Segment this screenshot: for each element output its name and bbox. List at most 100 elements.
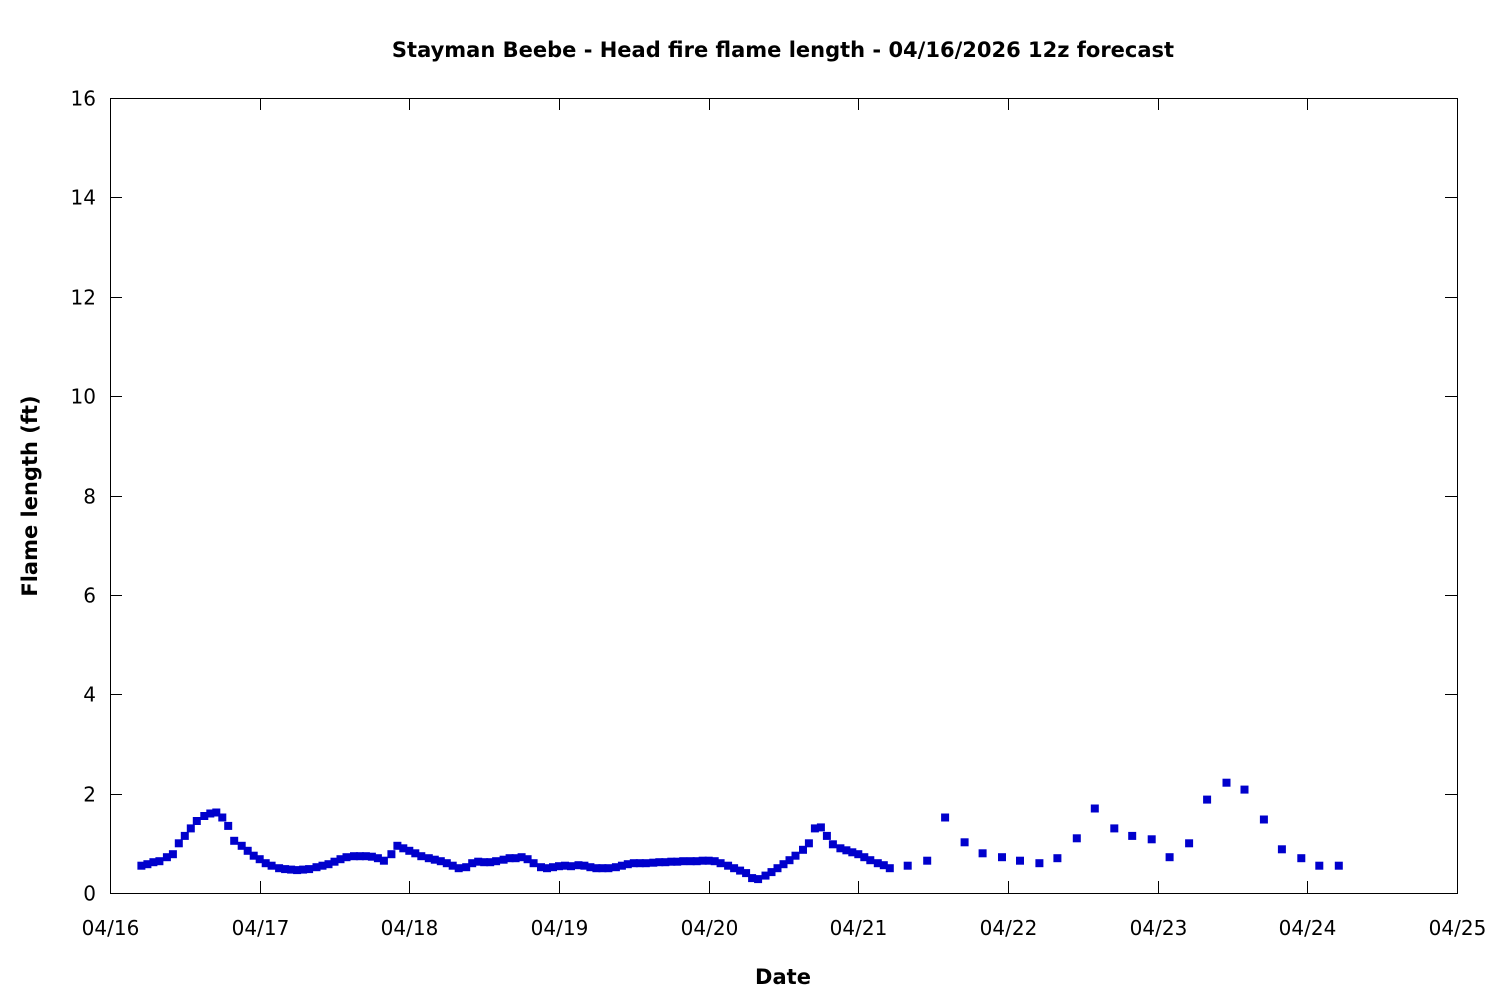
data-point <box>773 864 782 873</box>
y-tick-label: 2 <box>83 783 96 807</box>
x-tick-label: 04/22 <box>980 916 1038 940</box>
data-point <box>180 831 189 840</box>
data-point <box>866 856 875 865</box>
data-point <box>1334 861 1343 870</box>
data-point <box>200 812 209 820</box>
data-point <box>1185 839 1194 848</box>
data-point <box>661 858 670 867</box>
data-point <box>267 861 276 870</box>
data-point <box>224 821 233 830</box>
data-point <box>716 859 725 868</box>
x-tick-label: 04/21 <box>830 916 888 940</box>
data-point <box>903 861 912 870</box>
data-point <box>192 817 201 825</box>
data-point <box>436 857 445 866</box>
data-point <box>155 857 164 866</box>
data-point <box>261 859 270 868</box>
data-point <box>480 858 489 867</box>
data-point <box>379 856 388 865</box>
y-tick-label: 16 <box>71 87 96 111</box>
data-point <box>149 858 158 867</box>
data-point <box>730 864 739 873</box>
data-point <box>1090 804 1099 813</box>
data-point <box>537 863 545 872</box>
data-point <box>804 839 813 848</box>
data-point <box>1315 861 1324 870</box>
y-tick-label: 14 <box>71 186 96 210</box>
data-point <box>342 853 351 862</box>
data-point <box>505 854 514 863</box>
data-point <box>574 861 583 870</box>
data-point <box>350 852 358 861</box>
data-point <box>486 858 495 867</box>
data-point <box>667 857 676 866</box>
data-point <box>873 859 882 868</box>
data-point <box>287 865 296 874</box>
data-point <box>635 859 644 868</box>
data-point <box>724 861 733 870</box>
data-point <box>529 859 538 868</box>
data-point <box>312 863 321 872</box>
data-point <box>430 855 439 864</box>
data-point <box>592 864 601 873</box>
data-point <box>810 824 819 833</box>
data-point <box>405 846 414 855</box>
data-point <box>848 848 857 857</box>
y-tick-label: 10 <box>71 385 96 409</box>
x-tick-label: 04/16 <box>82 916 140 940</box>
data-point <box>1297 854 1306 863</box>
x-tick-label: 04/23 <box>1130 916 1188 940</box>
data-point <box>1072 834 1081 843</box>
data-point <box>673 857 682 866</box>
data-point <box>698 856 707 865</box>
data-point <box>393 841 402 850</box>
data-point <box>679 857 688 866</box>
data-point <box>567 862 575 871</box>
x-tick-label: 04/25 <box>1429 916 1487 940</box>
data-point <box>218 813 227 822</box>
data-point <box>1222 778 1231 787</box>
data-point <box>517 853 526 862</box>
data-point <box>1110 824 1119 833</box>
data-point <box>555 862 563 871</box>
plot-frame <box>110 98 1458 894</box>
data-point <box>336 855 345 864</box>
x-axis-label: Date <box>755 965 811 989</box>
data-point <box>710 857 719 866</box>
data-point <box>387 850 396 859</box>
data-point <box>822 831 831 840</box>
data-point <box>1016 856 1024 865</box>
data-point <box>617 861 626 870</box>
data-point <box>186 824 195 833</box>
data-point <box>330 857 339 866</box>
data-point <box>162 853 171 862</box>
data-point <box>879 861 888 870</box>
data-point <box>442 859 451 868</box>
data-point <box>978 849 987 858</box>
data-point <box>275 864 284 873</box>
data-point <box>799 845 807 854</box>
data-point <box>704 856 713 865</box>
data-point <box>598 864 607 873</box>
data-point <box>454 864 463 873</box>
data-points <box>137 778 1343 884</box>
data-point <box>143 860 152 869</box>
data-point <box>742 869 751 878</box>
data-point <box>324 860 333 869</box>
chart-title: Stayman Beebe - Head fire flame length -… <box>392 38 1174 62</box>
data-point <box>367 852 376 861</box>
x-tick-label: 04/18 <box>381 916 439 940</box>
data-point <box>649 858 658 867</box>
data-point <box>816 823 825 832</box>
y-tick-label: 0 <box>83 882 96 906</box>
data-point <box>237 841 246 850</box>
y-tick-label: 6 <box>83 584 96 608</box>
y-axis-label: Flame length (ft) <box>18 395 42 596</box>
data-point <box>561 861 569 870</box>
data-point <box>655 858 664 867</box>
data-point <box>1053 854 1062 863</box>
data-point <box>960 838 969 847</box>
data-point <box>174 839 183 848</box>
data-point <box>828 840 837 849</box>
